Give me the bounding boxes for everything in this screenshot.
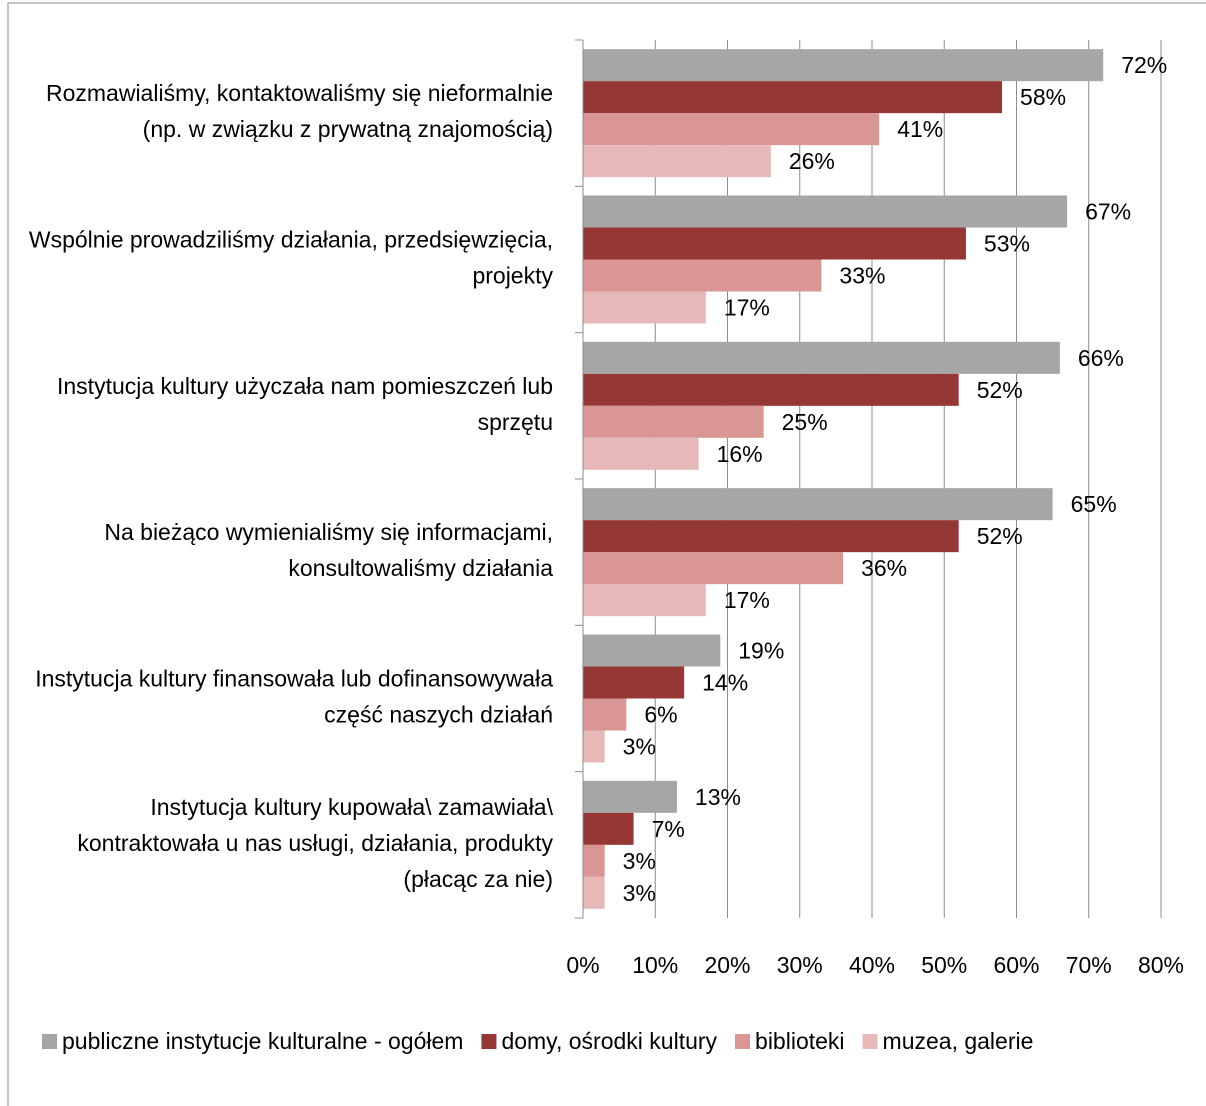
bar (583, 113, 880, 146)
value-label: 14% (702, 670, 748, 696)
y-tick-label: Instytucja kultury kupowała\ zamawiała\ k… (77, 794, 553, 892)
bar (583, 49, 1104, 82)
value-label: 25% (782, 409, 828, 435)
y-tick-label: Na bieżąco wymienialiśmy się informacjam… (104, 519, 553, 581)
x-tick-label: 30% (777, 952, 823, 978)
value-label: 7% (652, 816, 685, 842)
y-tick-label: Instytucja kultury użyczała nam pomieszc… (57, 373, 553, 435)
bar (583, 584, 706, 617)
x-tick-label: 70% (1066, 952, 1112, 978)
bar (583, 373, 959, 406)
y-tick-label: Wspólnie prowadziliśmy działania, przeds… (29, 227, 554, 289)
bar (583, 730, 605, 763)
bar (583, 488, 1053, 521)
legend-label: domy, ośrodki kultury (501, 1028, 717, 1054)
bar (583, 552, 844, 585)
bar (583, 81, 1003, 114)
x-tick-label: 80% (1138, 952, 1184, 978)
value-label: 58% (1020, 84, 1066, 110)
bar (583, 812, 634, 845)
value-label: 52% (977, 523, 1023, 549)
value-label: 41% (897, 116, 943, 142)
bar (583, 698, 627, 731)
value-label: 13% (695, 784, 741, 810)
frame (7, 2, 1206, 1106)
value-label: 17% (724, 295, 770, 321)
bar (583, 291, 706, 324)
legend-swatch (42, 1034, 57, 1049)
value-label: 53% (984, 231, 1030, 257)
bar (583, 520, 959, 553)
value-label: 52% (977, 377, 1023, 403)
value-label: 26% (789, 148, 835, 174)
value-label: 66% (1078, 345, 1124, 371)
bar (583, 634, 721, 667)
y-tick-label: Rozmawialiśmy, kontaktowaliśmy się niefo… (46, 80, 553, 142)
x-tick-label: 60% (993, 952, 1039, 978)
x-tick-label: 50% (921, 952, 967, 978)
legend-swatch (862, 1034, 878, 1049)
value-label: 72% (1121, 52, 1167, 78)
x-tick-label: 40% (849, 952, 895, 978)
bar (583, 876, 605, 909)
value-label: 67% (1085, 199, 1131, 225)
bar (583, 195, 1068, 228)
x-tick-label: 0% (566, 952, 599, 978)
value-label: 3% (623, 734, 656, 760)
bar (583, 145, 771, 178)
bar (583, 844, 605, 877)
bar (583, 259, 822, 292)
legend-label: muzea, galerie (883, 1028, 1034, 1054)
bar (583, 341, 1060, 374)
legend-swatch (481, 1034, 497, 1049)
value-label: 36% (861, 555, 907, 581)
bar (583, 227, 966, 260)
legend-swatch (735, 1034, 751, 1049)
value-label: 3% (623, 848, 656, 874)
legend-label: biblioteki (755, 1028, 845, 1054)
legend-label: publiczne instytucje kulturalne - ogółem (62, 1028, 463, 1054)
bar (583, 437, 699, 470)
x-tick-label: 20% (704, 952, 750, 978)
bar (583, 405, 764, 438)
y-tick-label: Instytucja kultury finansowała lub dofin… (35, 666, 553, 728)
value-label: 19% (738, 638, 784, 664)
value-label: 6% (644, 702, 677, 728)
value-label: 17% (724, 587, 770, 613)
value-label: 16% (717, 441, 763, 467)
x-tick-label: 10% (632, 952, 678, 978)
bar (583, 666, 685, 699)
value-label: 33% (839, 263, 885, 289)
bar (583, 780, 677, 813)
value-label: 65% (1071, 491, 1117, 517)
value-label: 3% (623, 880, 656, 906)
